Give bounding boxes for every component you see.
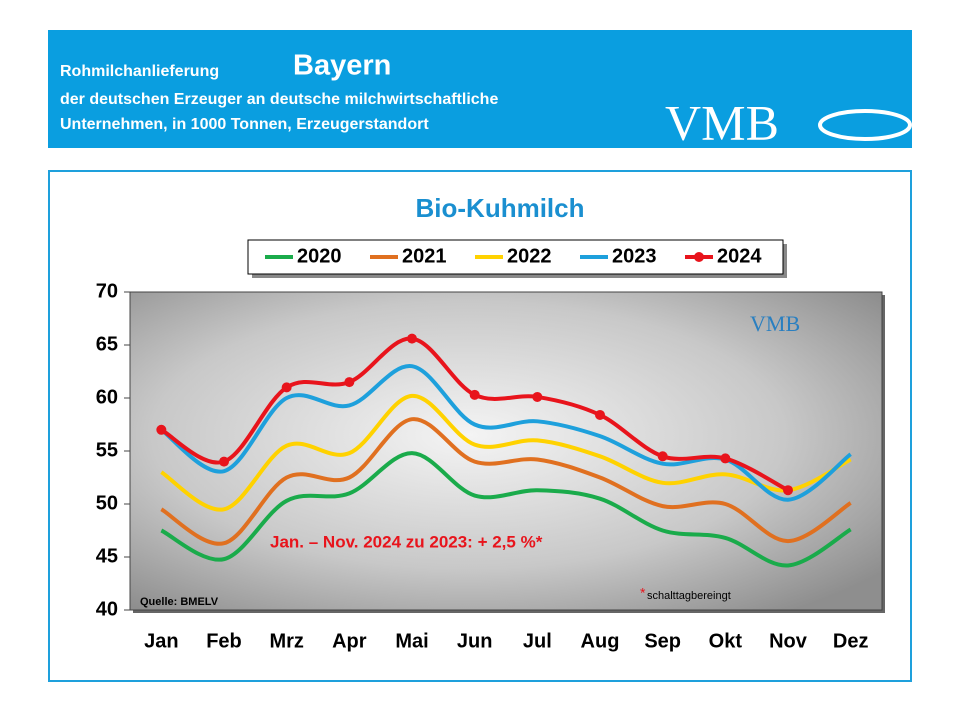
point [469,389,480,400]
x-tick-label: Nov [769,630,808,652]
point [156,424,167,435]
point [720,453,731,464]
y-tick-label: 60 [96,386,118,408]
watermark: VMB [750,311,800,336]
footnote: schalttagbereingt [647,590,731,602]
x-tick-label: Dez [833,630,869,652]
point [219,456,229,467]
point [532,391,543,402]
x-tick-label: Feb [206,630,242,652]
legend-label: 2021 [402,245,447,267]
header-line2: der deutschen Erzeuger an deutsche milch… [60,91,498,108]
y-tick-label: 55 [96,439,118,461]
legend-label: 2022 [507,245,552,267]
series-line [160,336,789,493]
series-line [160,451,852,568]
header-line3: Unternehmen, in 1000 Tonnen, Erzeugersta… [60,116,429,133]
annotation: Jan. – Nov. 2024 zu 2023: + 2,5 %* [270,532,543,551]
series-line [160,393,852,512]
plot-area [129,291,883,611]
point [407,333,417,344]
legend-label: 2020 [297,245,342,267]
point [595,409,605,420]
x-tick-label: Jan [144,630,178,652]
source: Quelle: BMELV [140,596,219,608]
legend-label: 2023 [612,245,657,267]
y-tick-label: 40 [96,598,118,620]
y-tick-label: 70 [96,280,118,302]
header-line1: Rohmilchanlieferung [60,63,219,80]
x-tick-label: Okt [709,630,743,652]
header-band [48,30,912,148]
legend-marker [694,252,704,262]
x-tick-label: Mrz [269,630,303,652]
y-tick-label: 65 [96,333,118,355]
x-tick-label: Sep [644,630,681,652]
series-line [160,417,852,546]
logo-drop [818,109,912,141]
y-tick-label: 50 [96,492,118,514]
x-tick-label: Mai [395,630,428,652]
y-tick-label: 45 [96,545,118,567]
x-tick-label: Jun [457,630,493,652]
header-region: Bayern [293,50,391,82]
x-tick-label: Apr [332,630,367,652]
point [344,377,355,388]
point [657,451,668,462]
logo: VMB [665,94,779,150]
legend-label: 2024 [717,245,762,267]
chart-title: Bio-Kuhmilch [416,193,585,223]
x-tick-label: Jul [523,630,552,652]
point [783,485,793,496]
x-tick-label: Aug [581,630,620,652]
point [281,382,292,393]
series-line [160,364,852,502]
footnote-mark: * [640,585,646,601]
